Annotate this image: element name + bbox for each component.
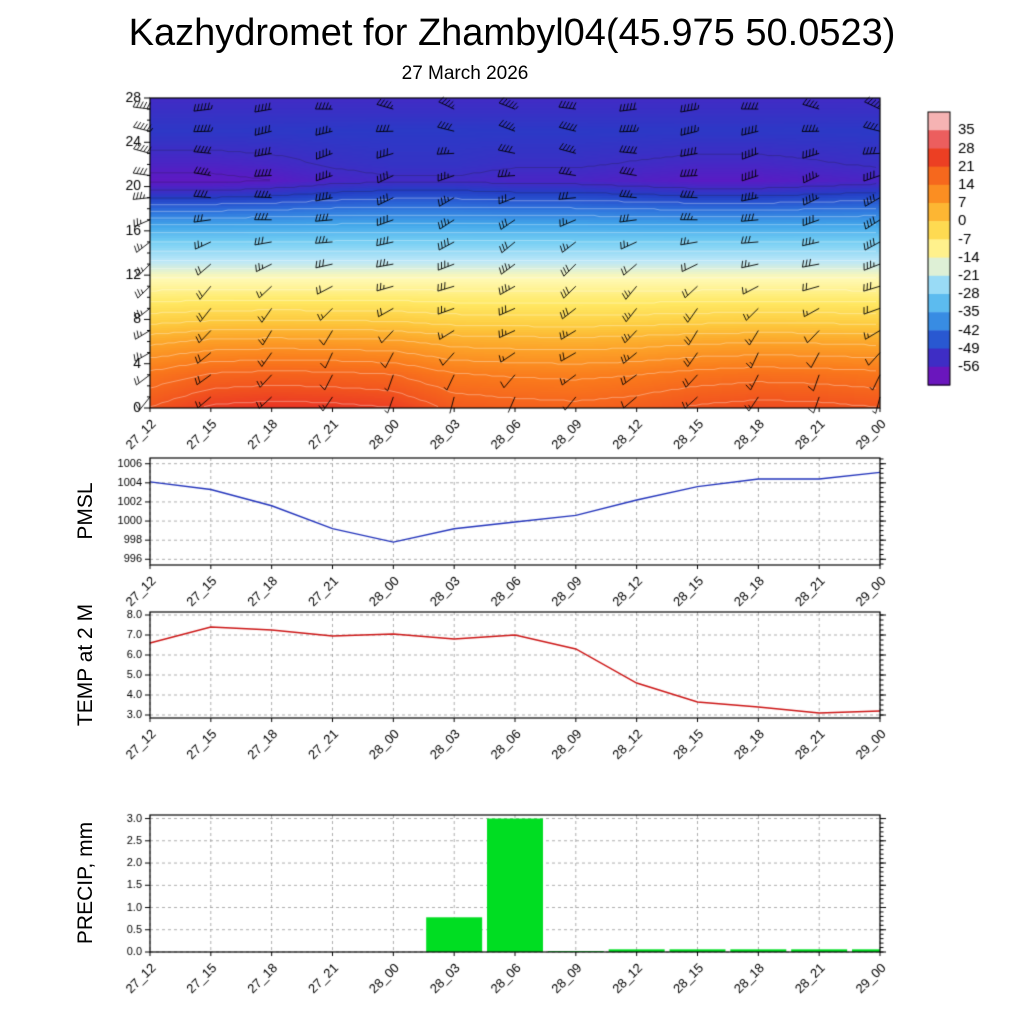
cross-section-subtitle: 27 March 2026: [401, 63, 529, 84]
page-title: Kazhydromet for Zhambyl04(45.975 50.0523…: [128, 12, 896, 54]
precip-axis-title: PRECIP, mm: [74, 821, 97, 945]
temp-axis-title: TEMP at 2 M: [74, 603, 97, 727]
